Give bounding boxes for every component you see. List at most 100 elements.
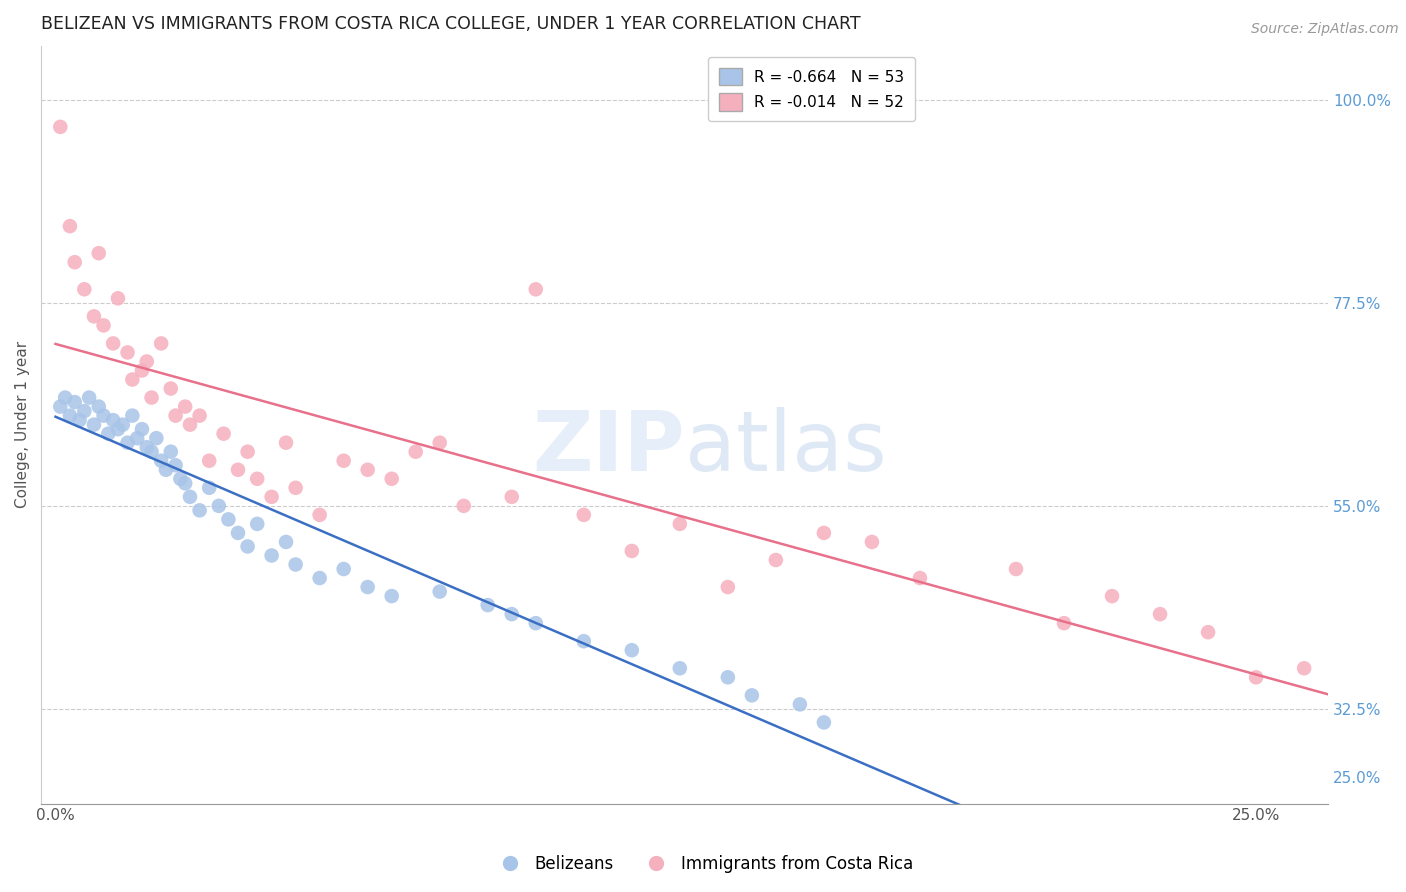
Point bbox=[150, 454, 173, 468]
Point bbox=[246, 472, 269, 486]
Point bbox=[260, 549, 283, 563]
Point bbox=[208, 499, 231, 513]
Text: Source: ZipAtlas.com: Source: ZipAtlas.com bbox=[1251, 22, 1399, 37]
Point bbox=[217, 512, 239, 526]
Text: BELIZEAN VS IMMIGRANTS FROM COSTA RICA COLLEGE, UNDER 1 YEAR CORRELATION CHART: BELIZEAN VS IMMIGRANTS FROM COSTA RICA C… bbox=[41, 15, 860, 33]
Point bbox=[524, 616, 547, 631]
Point bbox=[236, 444, 259, 458]
Point bbox=[501, 607, 523, 621]
Point bbox=[332, 562, 354, 576]
Point bbox=[381, 472, 404, 486]
Point bbox=[572, 634, 595, 648]
Point bbox=[93, 318, 115, 333]
Point bbox=[226, 463, 249, 477]
Point bbox=[284, 481, 307, 495]
Point bbox=[453, 499, 475, 513]
Point bbox=[179, 490, 201, 504]
Point bbox=[63, 255, 86, 269]
Point bbox=[73, 282, 96, 296]
Point bbox=[141, 391, 163, 405]
Point bbox=[524, 282, 547, 296]
Point bbox=[226, 525, 249, 540]
Point bbox=[169, 472, 191, 486]
Point bbox=[1197, 625, 1219, 640]
Point bbox=[717, 670, 740, 684]
Point bbox=[188, 503, 211, 517]
Point bbox=[121, 409, 143, 423]
Point bbox=[107, 291, 129, 305]
Point bbox=[669, 661, 692, 675]
Legend: Belizeans, Immigrants from Costa Rica: Belizeans, Immigrants from Costa Rica bbox=[486, 848, 920, 880]
Point bbox=[332, 454, 354, 468]
Point bbox=[357, 580, 380, 594]
Point bbox=[274, 435, 297, 450]
Point bbox=[174, 400, 197, 414]
Point bbox=[159, 444, 181, 458]
Point bbox=[174, 476, 197, 491]
Point bbox=[127, 431, 149, 445]
Point bbox=[107, 422, 129, 436]
Point bbox=[83, 417, 105, 432]
Point bbox=[93, 409, 115, 423]
Point bbox=[212, 426, 235, 441]
Text: atlas: atlas bbox=[685, 407, 886, 488]
Point bbox=[117, 435, 139, 450]
Point bbox=[308, 508, 330, 522]
Point bbox=[669, 516, 692, 531]
Point bbox=[429, 435, 451, 450]
Point bbox=[429, 584, 451, 599]
Point bbox=[908, 571, 931, 585]
Point bbox=[741, 689, 763, 703]
Point bbox=[860, 535, 883, 549]
Point bbox=[49, 400, 72, 414]
Point bbox=[63, 395, 86, 409]
Point bbox=[188, 409, 211, 423]
Point bbox=[198, 454, 221, 468]
Point bbox=[111, 417, 134, 432]
Point bbox=[59, 219, 82, 234]
Point bbox=[789, 698, 811, 712]
Point bbox=[381, 589, 404, 603]
Point bbox=[765, 553, 787, 567]
Point bbox=[357, 463, 380, 477]
Point bbox=[1101, 589, 1123, 603]
Point bbox=[150, 336, 173, 351]
Point bbox=[145, 431, 167, 445]
Point bbox=[717, 580, 740, 594]
Point bbox=[620, 544, 643, 558]
Point bbox=[159, 382, 181, 396]
Point bbox=[165, 409, 187, 423]
Point bbox=[1244, 670, 1267, 684]
Point bbox=[53, 391, 76, 405]
Point bbox=[1005, 562, 1028, 576]
Point bbox=[69, 413, 91, 427]
Point bbox=[308, 571, 330, 585]
Point bbox=[73, 404, 96, 418]
Point bbox=[1294, 661, 1316, 675]
Y-axis label: College, Under 1 year: College, Under 1 year bbox=[15, 341, 30, 508]
Point bbox=[141, 444, 163, 458]
Point bbox=[135, 440, 157, 454]
Point bbox=[405, 444, 427, 458]
Point bbox=[260, 490, 283, 504]
Point bbox=[77, 391, 100, 405]
Point bbox=[97, 426, 120, 441]
Point bbox=[117, 345, 139, 359]
Point bbox=[1149, 607, 1171, 621]
Point bbox=[246, 516, 269, 531]
Point bbox=[83, 310, 105, 324]
Point bbox=[155, 463, 177, 477]
Point bbox=[87, 400, 110, 414]
Point bbox=[101, 413, 124, 427]
Point bbox=[87, 246, 110, 260]
Point bbox=[620, 643, 643, 657]
Point bbox=[1053, 616, 1076, 631]
Point bbox=[59, 409, 82, 423]
Point bbox=[501, 490, 523, 504]
Point bbox=[198, 481, 221, 495]
Point bbox=[121, 372, 143, 386]
Point bbox=[49, 120, 72, 134]
Point bbox=[131, 363, 153, 377]
Point bbox=[131, 422, 153, 436]
Point bbox=[236, 540, 259, 554]
